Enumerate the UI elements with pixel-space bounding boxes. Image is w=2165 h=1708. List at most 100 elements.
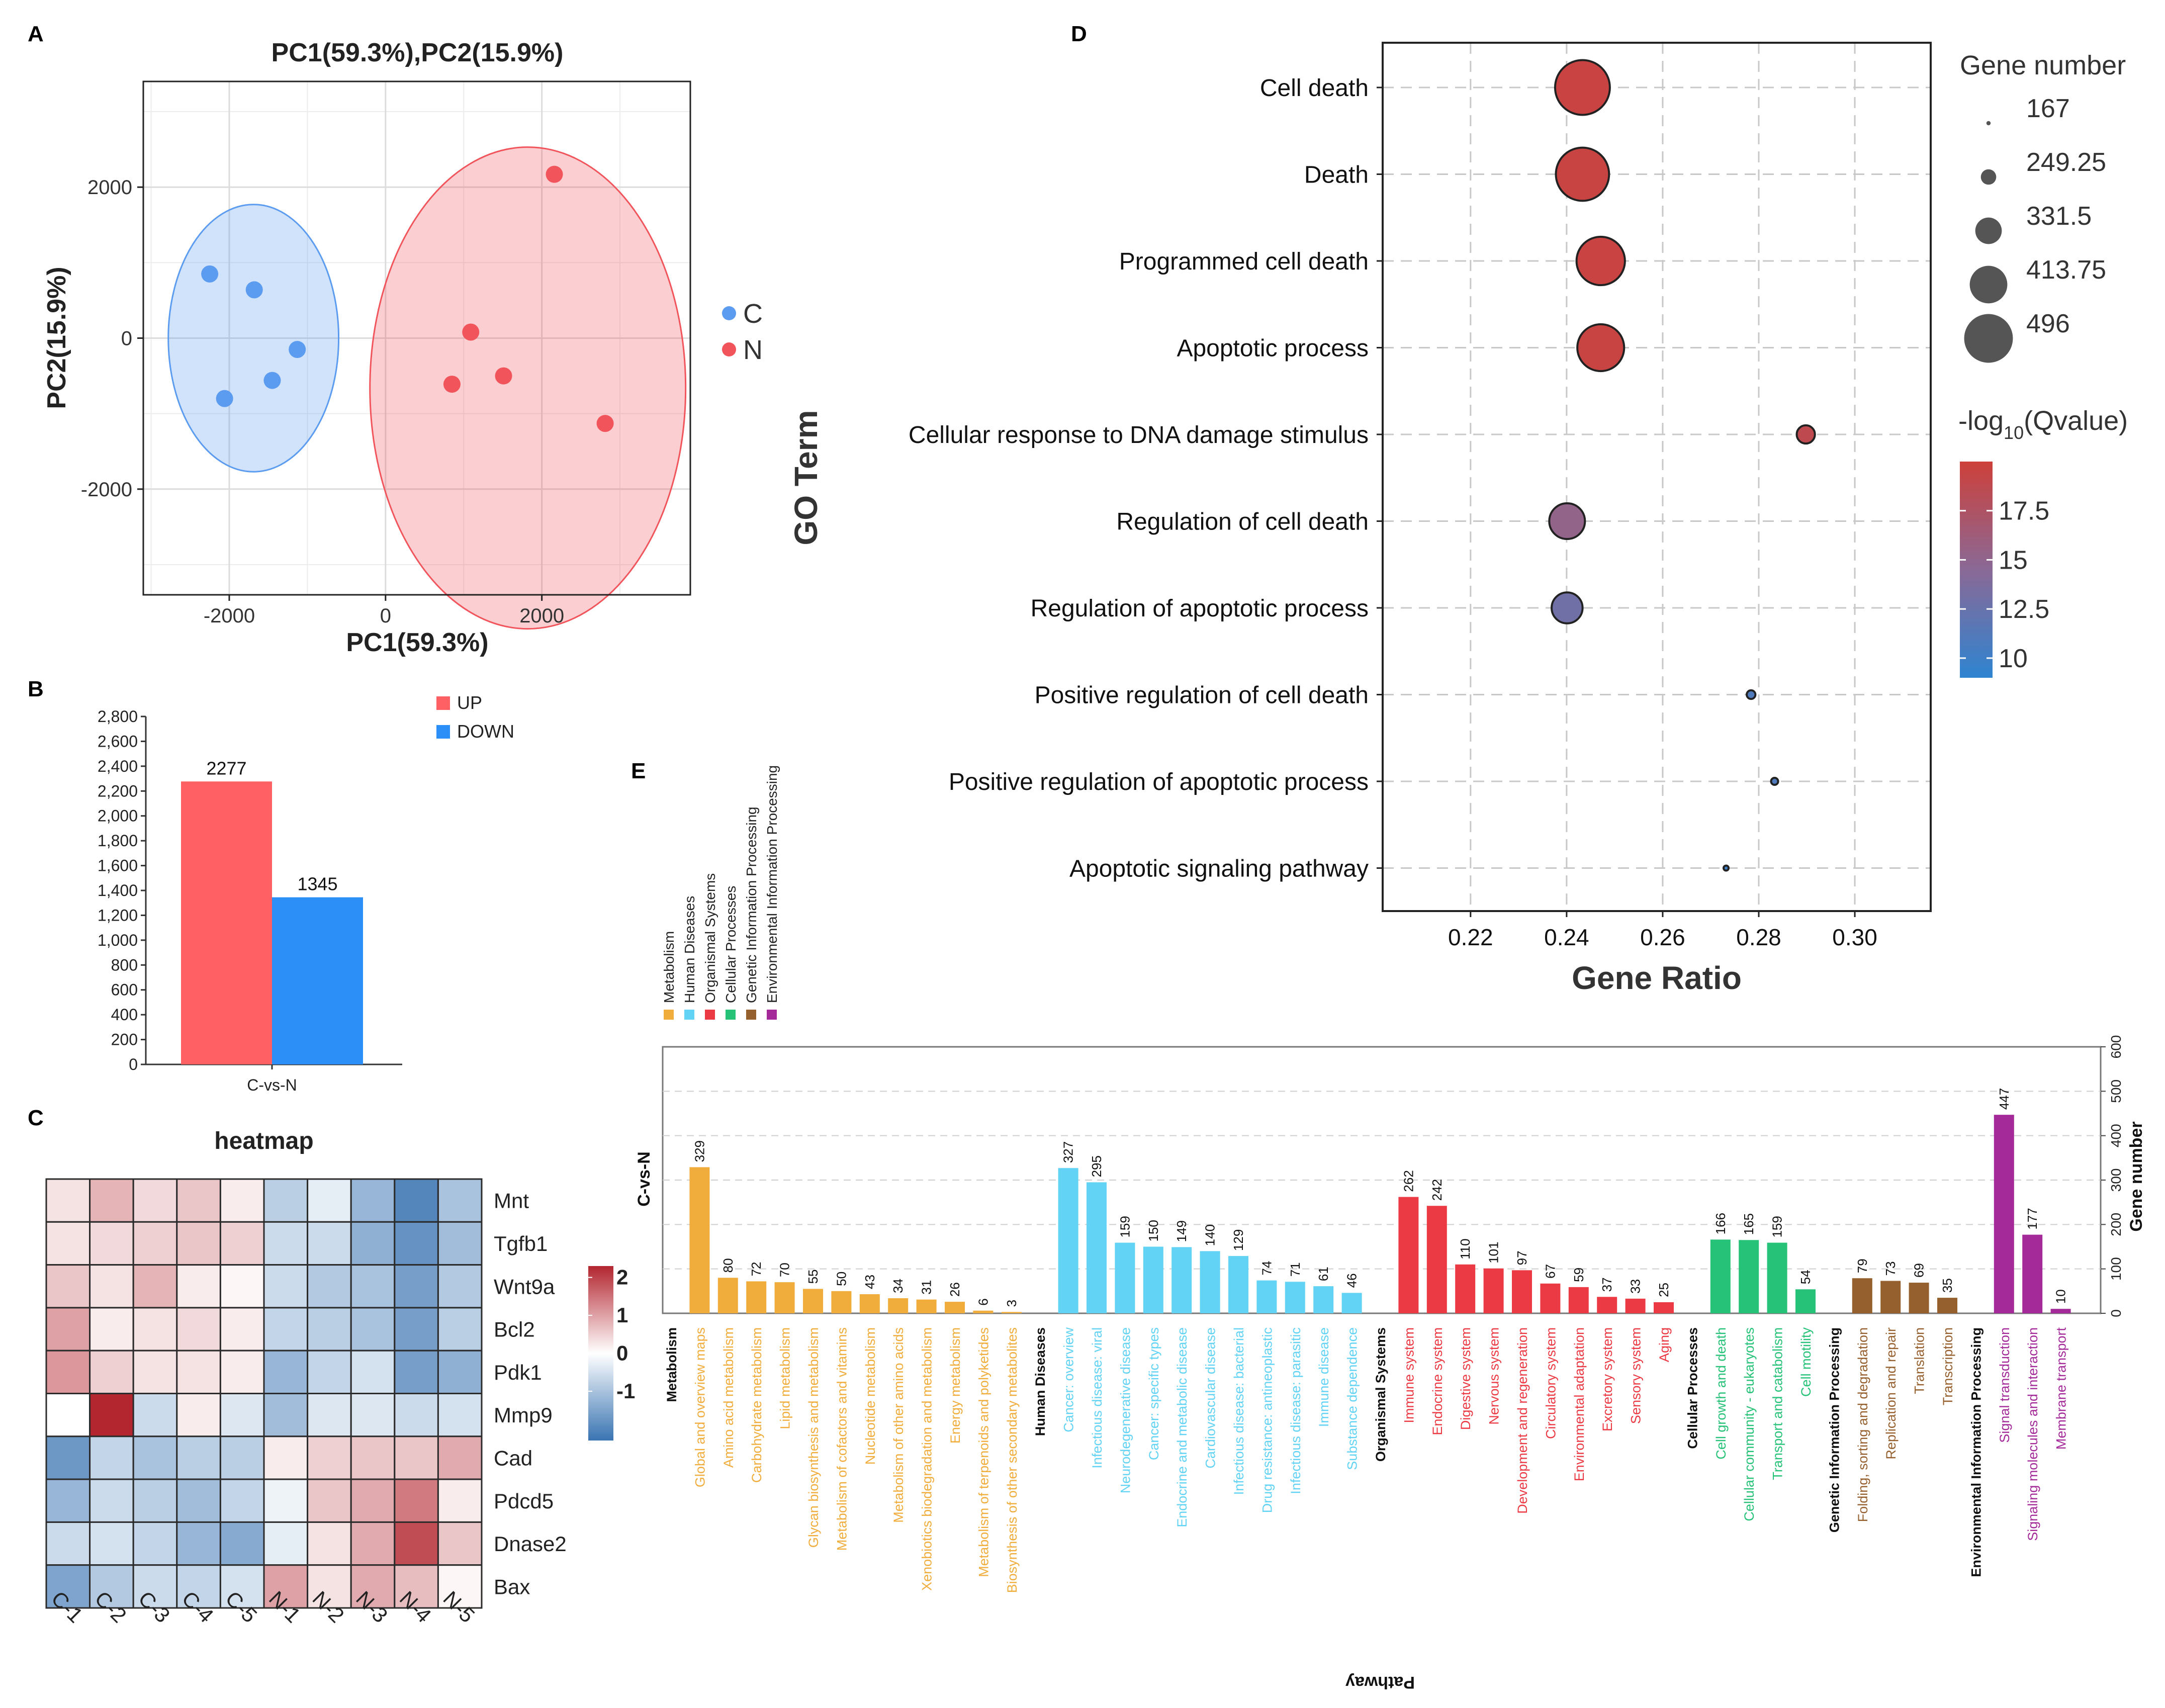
kegg-legend-label: Environmental Information Processing bbox=[764, 765, 780, 1003]
kegg-pathway-label: Cancer: overview bbox=[1061, 1327, 1076, 1432]
kegg-bar bbox=[1087, 1182, 1107, 1313]
kegg-pathway-label: Infectious disease: viral bbox=[1090, 1327, 1105, 1469]
kegg-bar bbox=[1880, 1281, 1901, 1313]
heatmap-row-label: Mmp9 bbox=[494, 1403, 553, 1427]
go-term-label: Apoptotic signaling pathway bbox=[1069, 856, 1369, 882]
kegg-legend-label: Cellular Processes bbox=[723, 886, 739, 1003]
heatmap-cell bbox=[307, 1178, 352, 1223]
kegg-group-label: Genetic Information Processing bbox=[1827, 1327, 1842, 1533]
kegg-bar bbox=[1256, 1280, 1277, 1313]
heatmap-cell bbox=[437, 1264, 483, 1309]
heatmap-cell bbox=[307, 1435, 352, 1480]
kegg-pathway-label: Biosynthesis of other secondary metaboli… bbox=[1005, 1327, 1020, 1593]
kegg-bar-value-label: 329 bbox=[692, 1140, 707, 1162]
pca-point-N bbox=[443, 376, 461, 393]
go-bubble-chart: Cell death Death Programmed cell death Apop… bbox=[788, 42, 2128, 996]
kegg-bar-value-label: 140 bbox=[1203, 1224, 1218, 1246]
kegg-bar-value-label: 26 bbox=[947, 1282, 962, 1297]
heatmap-cell bbox=[350, 1264, 396, 1309]
go-term-label: Regulation of apoptotic process bbox=[1031, 595, 1369, 622]
kegg-pathway-label: Aging bbox=[1657, 1327, 1672, 1362]
deg-y-tick-label: 2,800 bbox=[98, 707, 138, 726]
deg-bar-down bbox=[272, 897, 363, 1064]
kegg-pathway-label: Immune system bbox=[1401, 1327, 1416, 1423]
kegg-bar bbox=[916, 1299, 937, 1313]
deg-y-tick-label: 2,400 bbox=[98, 757, 138, 775]
kegg-bar-value-label: 37 bbox=[1599, 1277, 1614, 1292]
heatmap-cell bbox=[89, 1178, 134, 1223]
go-x-tick-label: 0.24 bbox=[1544, 924, 1589, 950]
kegg-bar bbox=[1200, 1251, 1220, 1313]
pca-point-N bbox=[495, 367, 512, 385]
heatmap-cell bbox=[307, 1350, 352, 1394]
heatmap-cell bbox=[394, 1264, 439, 1309]
kegg-pathway-label: Environmental adaptation bbox=[1572, 1327, 1587, 1481]
go-bubble bbox=[1575, 235, 1626, 287]
kegg-bar-value-label: 165 bbox=[1741, 1213, 1756, 1235]
deg-y-tick-label: 1,800 bbox=[98, 832, 138, 850]
kegg-bar bbox=[859, 1294, 880, 1313]
kegg-bar bbox=[1426, 1206, 1447, 1313]
go-color-tick-label: 10 bbox=[1999, 644, 2028, 673]
go-bubble bbox=[1746, 689, 1757, 700]
kegg-bar-value-label: 50 bbox=[834, 1272, 849, 1286]
heatmap-cell bbox=[307, 1307, 352, 1352]
kegg-bar-value-label: 74 bbox=[1259, 1261, 1274, 1276]
heatmap-scale-label: 1 bbox=[616, 1303, 628, 1327]
kegg-pathway-label: Metabolism of other amino acids bbox=[891, 1327, 906, 1523]
heatmap-cell bbox=[263, 1521, 309, 1566]
kegg-bar-value-label: 71 bbox=[1288, 1262, 1303, 1277]
kegg-bar bbox=[1540, 1283, 1561, 1313]
deg-x-tick-label: C-vs-N bbox=[247, 1076, 297, 1094]
go-color-legend-title: -log10(Qvalue) bbox=[1958, 406, 2128, 443]
heatmap-cell bbox=[176, 1393, 221, 1437]
heatmap-cell bbox=[176, 1521, 221, 1566]
heatmap-row-label: Tgfb1 bbox=[494, 1232, 548, 1255]
go-x-tick-label: 0.30 bbox=[1832, 924, 1877, 950]
kegg-y-tick-label: 200 bbox=[2108, 1213, 2124, 1236]
kegg-pathway-label: Drug resistance: antineoplastic bbox=[1259, 1327, 1275, 1513]
pca-point-N bbox=[596, 415, 614, 432]
kegg-legend-swatch bbox=[726, 1010, 736, 1020]
go-color-legend-title-part: (Qvalue) bbox=[2024, 406, 2128, 436]
kegg-bar-value-label: 43 bbox=[862, 1275, 877, 1289]
heatmap-cell bbox=[176, 1221, 221, 1266]
heatmap-cell bbox=[132, 1564, 178, 1609]
heatmap-cell bbox=[89, 1521, 134, 1566]
kegg-pathway-label: Metabolism of cofactors and vitamins bbox=[834, 1327, 849, 1551]
heatmap-cell bbox=[350, 1307, 396, 1352]
deg-legend-label-up: UP bbox=[457, 692, 482, 713]
kegg-bar bbox=[1143, 1246, 1163, 1313]
go-bubble bbox=[1548, 502, 1586, 541]
deg-bar-value-label: 2277 bbox=[206, 758, 246, 778]
kegg-pathway-label: Cardiovascular disease bbox=[1203, 1327, 1218, 1469]
deg-y-tick-label: 600 bbox=[111, 981, 138, 999]
deg-bar-chart: 0 200 400 600 800 1,000 1,200 1,400 1,600 1,800 2,… bbox=[98, 692, 514, 1094]
kegg-bar-value-label: 6 bbox=[975, 1298, 990, 1305]
kegg-legend-swatch bbox=[664, 1010, 674, 1020]
pca-point-N bbox=[546, 165, 563, 183]
heatmap-cell bbox=[45, 1435, 91, 1480]
kegg-pathway-label: Sensory system bbox=[1629, 1327, 1644, 1424]
heatmap-cell bbox=[89, 1350, 134, 1394]
kegg-bar-value-label: 149 bbox=[1174, 1220, 1189, 1242]
heatmap-cell bbox=[45, 1393, 91, 1437]
kegg-pathway-label: Folding, sorting and degradation bbox=[1855, 1327, 1870, 1522]
kegg-bar bbox=[746, 1281, 767, 1313]
heatmap-cell bbox=[45, 1307, 91, 1352]
go-bubble bbox=[1770, 776, 1779, 786]
kegg-bar-value-label: 54 bbox=[1798, 1270, 1813, 1284]
deg-y-tick-label: 1,600 bbox=[98, 857, 138, 875]
heatmap-cell bbox=[437, 1307, 483, 1352]
kegg-bar bbox=[1710, 1239, 1731, 1313]
kegg-y-tick-label: 100 bbox=[2108, 1257, 2124, 1281]
kegg-bar-value-label: 3 bbox=[1004, 1300, 1019, 1307]
kegg-bar bbox=[803, 1289, 823, 1313]
kegg-legend-swatch bbox=[767, 1010, 777, 1020]
heatmap-cell bbox=[263, 1221, 309, 1266]
kegg-bar-value-label: 25 bbox=[1656, 1283, 1671, 1297]
heatmap-cell bbox=[437, 1564, 483, 1609]
kegg-bar-value-label: 97 bbox=[1514, 1250, 1529, 1265]
kegg-pathway-label: Cell growth and death bbox=[1713, 1327, 1729, 1460]
heatmap-cell bbox=[45, 1178, 91, 1223]
